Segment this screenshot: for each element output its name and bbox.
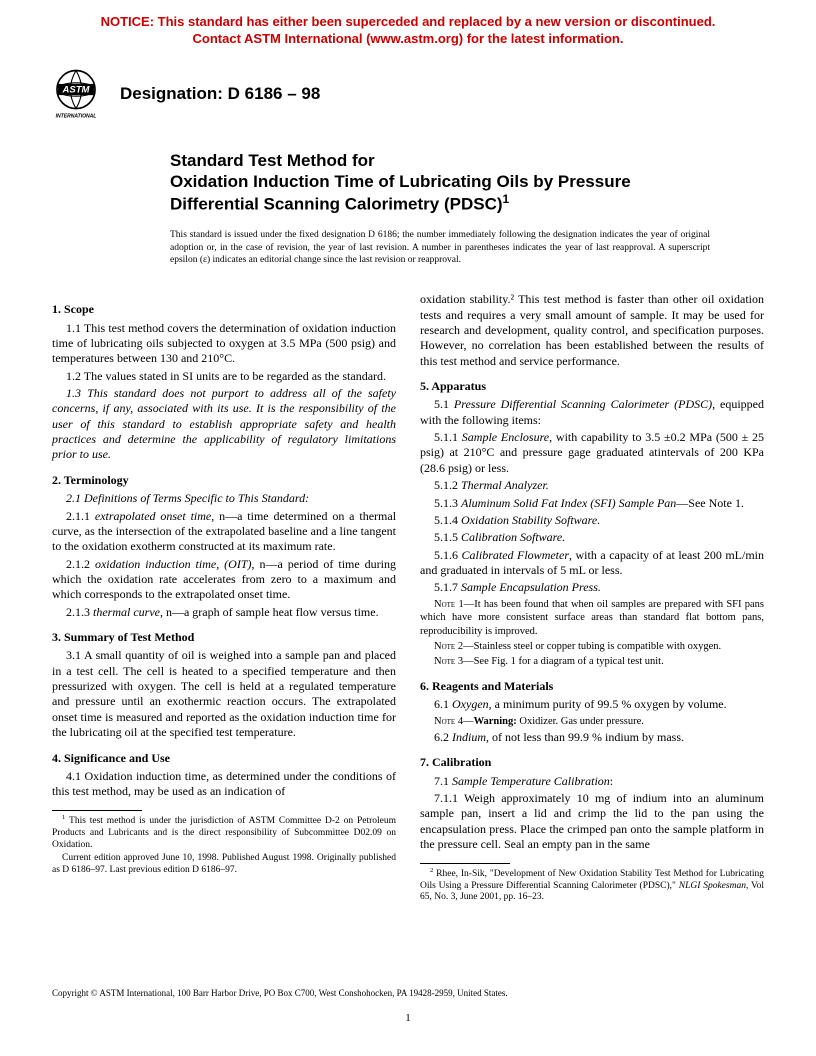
sec5-p4: 5.1.3 Aluminum Solid Fat Index (SFI) Sam…: [420, 496, 764, 511]
sec7-head: 7. Calibration: [420, 755, 764, 770]
designation: Designation: D 6186 – 98: [120, 84, 320, 104]
sec2-p1: 2.1 Definitions of Terms Specific to Thi…: [52, 491, 396, 506]
sec5-p8: 5.1.7 Sample Encapsulation Press.: [420, 580, 764, 595]
svg-text:ASTM: ASTM: [62, 84, 91, 95]
title-line1: Oxidation Induction Time of Lubricating …: [170, 172, 631, 191]
astm-logo: ASTM INTERNATIONAL: [48, 66, 104, 122]
header: ASTM INTERNATIONAL Designation: D 6186 –…: [48, 66, 816, 122]
sec5-head: 5. Apparatus: [420, 379, 764, 394]
title-sup: 1: [503, 192, 510, 206]
sec5-p7: 5.1.6 Calibrated Flowmeter, with a capac…: [420, 548, 764, 579]
footnote-1a: 1 This test method is under the jurisdic…: [52, 814, 396, 852]
sec3-head: 3. Summary of Test Method: [52, 630, 396, 645]
notice-line1: NOTICE: This standard has either been su…: [101, 14, 716, 29]
sec4-p1: 4.1 Oxidation induction time, as determi…: [52, 769, 396, 800]
sec2-p2: 2.1.1 extrapolated onset time, n—a time …: [52, 509, 396, 555]
copyright: Copyright © ASTM International, 100 Barr…: [52, 988, 508, 998]
sec6-head: 6. Reagents and Materials: [420, 679, 764, 694]
title-main: Oxidation Induction Time of Lubricating …: [170, 171, 730, 215]
sec2-p4: 2.1.3 thermal curve, n—a graph of sample…: [52, 605, 396, 620]
sec7-p2: 7.1.1 Weigh approximately 10 mg of indiu…: [420, 791, 764, 852]
sec1-p1: 1.1 This test method covers the determin…: [52, 321, 396, 367]
sec1-p3: 1.3 This standard does not purport to ad…: [52, 386, 396, 463]
sec2-head: 2. Terminology: [52, 473, 396, 488]
note-4: Note 4—Warning: Oxidizer. Gas under pres…: [420, 715, 764, 728]
note-3: Note 3—See Fig. 1 for a diagram of a typ…: [420, 655, 764, 668]
title-line2: Differential Scanning Calorimetry (PDSC): [170, 195, 503, 214]
footnote-rule-right: [420, 863, 510, 864]
notice-banner: NOTICE: This standard has either been su…: [0, 0, 816, 48]
title-block: Standard Test Method for Oxidation Induc…: [170, 150, 730, 215]
sec3-p1: 3.1 A small quantity of oil is weighed i…: [52, 648, 396, 740]
sec5-p3: 5.1.2 Thermal Analyzer.: [420, 478, 764, 493]
footnote-1b: Current edition approved June 10, 1998. …: [52, 853, 396, 877]
sec6-p2: 6.2 Indium, of not less than 99.9 % indi…: [420, 730, 764, 745]
sec1-head: 1. Scope: [52, 302, 396, 317]
sec5-p1: 5.1 Pressure Differential Scanning Calor…: [420, 397, 764, 428]
sec2-p3: 2.1.2 oxidation induction time, (OIT), n…: [52, 557, 396, 603]
issuance-note: This standard is issued under the fixed …: [170, 229, 710, 266]
footnote-rule-left: [52, 810, 142, 811]
title-lead: Standard Test Method for: [170, 150, 730, 171]
sec1-p2: 1.2 The values stated in SI units are to…: [52, 369, 396, 384]
sec7-p1: 7.1 Sample Temperature Calibration:: [420, 774, 764, 789]
sec4-head: 4. Significance and Use: [52, 751, 396, 766]
sec5-p6: 5.1.5 Calibration Software.: [420, 530, 764, 545]
body-columns: 1. Scope 1.1 This test method covers the…: [52, 292, 764, 906]
left-column: 1. Scope 1.1 This test method covers the…: [52, 292, 396, 906]
page-number: 1: [0, 1012, 816, 1024]
right-column: oxidation stability.² This test method i…: [420, 292, 764, 906]
note-1: Note 1—It has been found that when oil s…: [420, 598, 764, 638]
notice-line2: Contact ASTM International (www.astm.org…: [193, 31, 624, 46]
note-2: Note 2—Stainless steel or copper tubing …: [420, 640, 764, 653]
sec6-p1: 6.1 Oxygen, a minimum purity of 99.5 % o…: [420, 697, 764, 712]
svg-text:INTERNATIONAL: INTERNATIONAL: [56, 113, 97, 119]
sec5-p5: 5.1.4 Oxidation Stability Software.: [420, 513, 764, 528]
sec5-p2: 5.1.1 Sample Enclosure, with capability …: [420, 430, 764, 476]
sec4-cont: oxidation stability.² This test method i…: [420, 292, 764, 369]
footnote-2: 2 Rhee, In-Sik, "Development of New Oxid…: [420, 867, 764, 905]
